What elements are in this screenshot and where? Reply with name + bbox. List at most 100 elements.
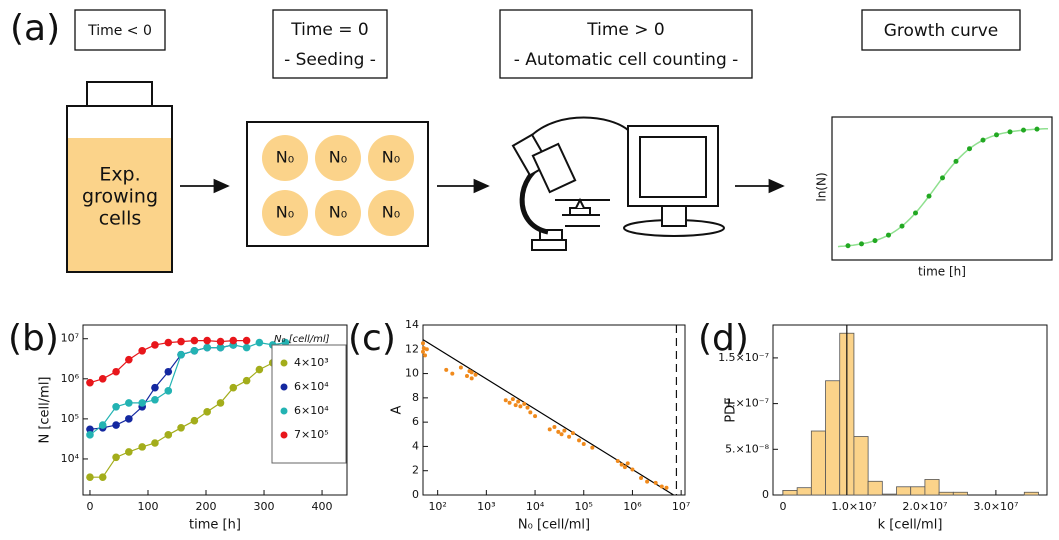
data-point — [522, 401, 527, 406]
histogram-bar — [782, 490, 798, 496]
well — [315, 190, 361, 236]
x-tick-label: 300 — [254, 500, 275, 513]
data-point — [203, 343, 211, 352]
data-point — [570, 431, 575, 436]
data-point — [177, 423, 185, 432]
inset-point — [1034, 126, 1040, 132]
inset-point — [913, 210, 918, 216]
data-point — [255, 338, 264, 347]
inset-point — [886, 232, 891, 238]
data-point — [547, 427, 552, 432]
data-point — [242, 336, 251, 345]
data-point — [151, 439, 159, 447]
step-title: Time = 0 — [290, 20, 368, 40]
y-tick-label: 10 — [405, 367, 419, 380]
panel-label: (d) — [698, 318, 749, 359]
step-box — [499, 9, 753, 79]
x-axis-label: k [cell/ml] — [878, 518, 943, 533]
data-point — [469, 370, 474, 375]
y-tick-label: 10⁷ — [61, 332, 79, 345]
data-point — [203, 408, 211, 416]
step-title: Time > 0 — [586, 20, 664, 40]
inset-xlabel: time [h] — [918, 265, 966, 279]
x-tick-label: 10⁴ — [526, 500, 545, 513]
data-point — [216, 337, 225, 346]
bottle-text: growing — [82, 186, 158, 208]
data-point — [138, 399, 146, 407]
histogram-bar — [796, 487, 812, 496]
y-tick-label: 6 — [412, 415, 419, 428]
x-tick-label: 0 — [779, 500, 786, 513]
data-point — [125, 355, 133, 364]
y-axis-label: N [cell/ml] — [38, 376, 53, 443]
data-point — [125, 415, 133, 423]
data-point — [125, 399, 133, 407]
y-tick-label: 2 — [412, 464, 419, 477]
inset-point — [1021, 127, 1026, 133]
histogram-bar — [1023, 491, 1039, 496]
data-point — [464, 374, 469, 378]
histogram-bar — [825, 380, 841, 496]
data-point — [444, 367, 449, 372]
bottle-text: cells — [99, 208, 142, 230]
data-point — [507, 400, 512, 405]
x-tick-label: 2.0×10⁷ — [902, 500, 947, 513]
data-point — [503, 398, 508, 403]
data-point — [112, 403, 120, 411]
data-point — [525, 405, 530, 410]
data-point — [112, 367, 120, 376]
legend-label: 4×10³ — [294, 356, 329, 369]
x-tick-label: 10⁵ — [575, 500, 593, 513]
data-point — [151, 383, 159, 392]
x-tick-label: 200 — [196, 500, 217, 513]
inset-point — [1007, 129, 1013, 135]
panel-label: (b) — [8, 318, 59, 359]
x-tick-label: 10⁶ — [623, 500, 642, 513]
x-axis-label: time [h] — [189, 518, 241, 533]
data-point — [421, 346, 426, 351]
y-tick-label: 10⁵ — [61, 412, 79, 425]
data-point — [581, 442, 586, 446]
bottle-text: Exp. — [99, 164, 140, 186]
histogram-bar — [896, 486, 912, 496]
histogram-bar — [910, 486, 926, 496]
x-tick-label: 100 — [137, 500, 158, 513]
inset-point — [859, 241, 864, 247]
step-title: Time < 0 — [87, 23, 152, 39]
data-point — [138, 443, 146, 451]
data-point — [513, 403, 518, 408]
y-tick-label: 5.×10⁻⁸ — [725, 442, 770, 455]
bottle — [66, 81, 173, 273]
data-point — [98, 374, 107, 383]
y-tick-label: 10⁴ — [61, 452, 80, 465]
step-box — [74, 9, 166, 51]
data-point — [86, 473, 94, 482]
data-point — [664, 485, 669, 490]
data-point — [469, 376, 474, 381]
data-point — [190, 336, 199, 345]
data-point — [177, 337, 185, 346]
data-point — [615, 459, 620, 463]
data-point — [421, 341, 425, 346]
data-point — [151, 395, 159, 404]
data-point — [86, 378, 94, 387]
inset-ylabel: ln(N) — [815, 172, 829, 201]
x-tick-label: 400 — [312, 500, 333, 513]
step-subtitle: - Automatic cell counting - — [514, 50, 739, 70]
data-point — [518, 404, 523, 409]
inset-point — [872, 238, 878, 244]
inset-point — [940, 175, 945, 181]
well — [315, 135, 361, 181]
data-point — [242, 343, 251, 352]
y-axis-label: A — [390, 405, 405, 414]
legend-marker — [280, 431, 288, 439]
data-point — [86, 431, 94, 439]
data-point — [138, 346, 146, 355]
histogram-bar — [952, 491, 968, 496]
data-point — [552, 425, 557, 429]
x-tick-label: 1.0×10⁷ — [831, 500, 876, 513]
y-tick-label: 0 — [762, 488, 769, 501]
data-point — [516, 399, 521, 404]
legend-label: 6×10⁴ — [294, 380, 329, 393]
y-tick-label: 14 — [405, 318, 419, 331]
